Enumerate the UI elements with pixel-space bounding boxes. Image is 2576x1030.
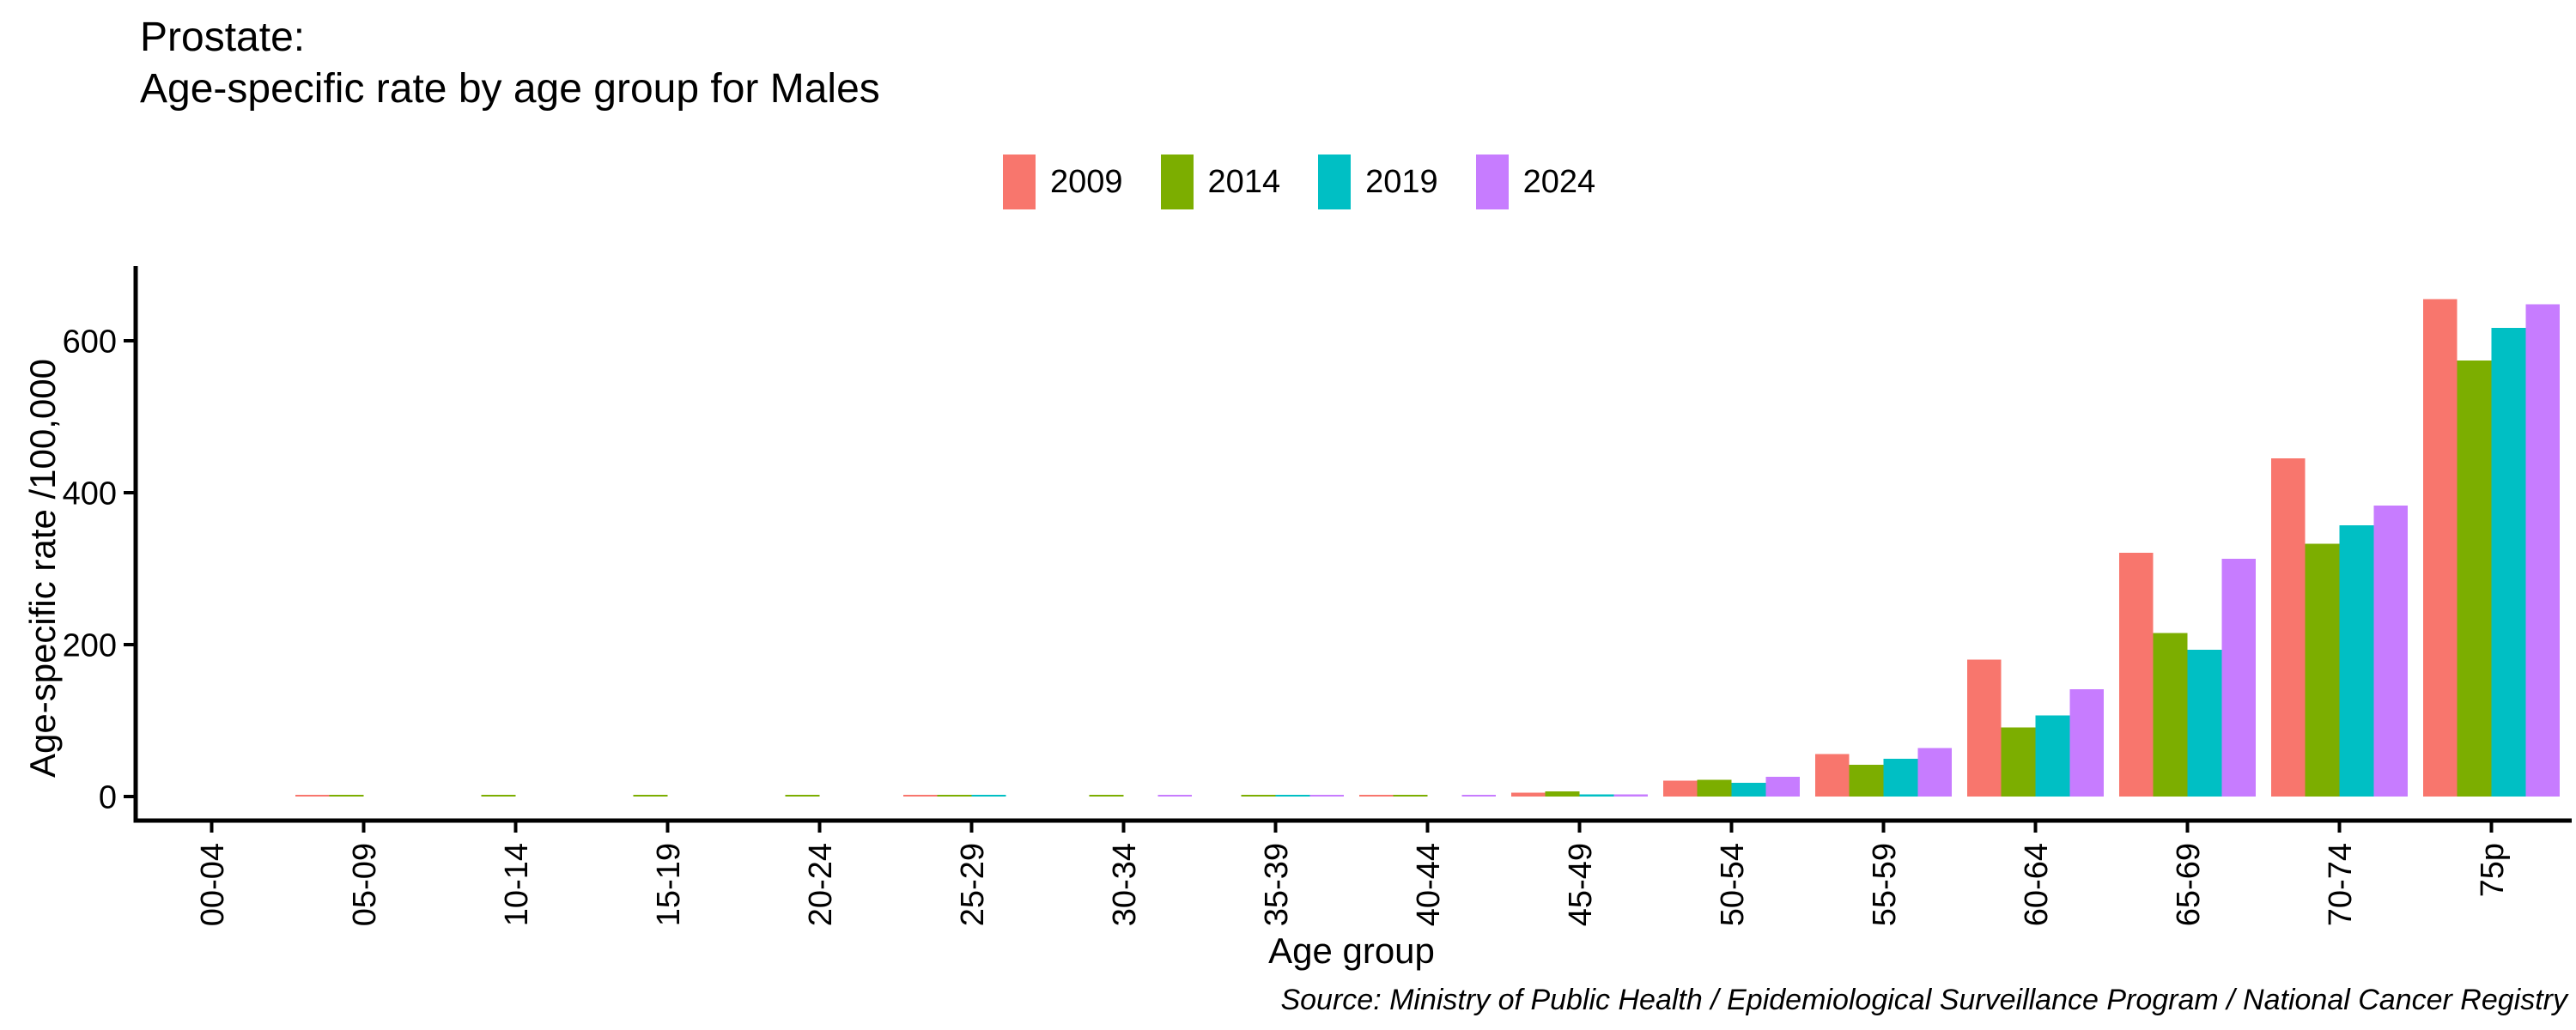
legend-item-2024: 2024	[1475, 154, 1596, 209]
chart-title-line1: Prostate:	[140, 15, 306, 60]
y-tick-label: 400	[63, 476, 117, 512]
bar-60-64-2019	[2035, 715, 2070, 797]
x-tick-label: 25-29	[955, 843, 991, 926]
x-tick-label: 45-49	[1563, 843, 1599, 926]
bar-55-59-2024	[1917, 748, 1953, 797]
bar-35-39-2019	[1275, 795, 1310, 797]
bar-25-29-2019	[971, 795, 1006, 797]
bar-20-24-2014	[785, 795, 820, 797]
bar-70-74-2019	[2339, 525, 2374, 797]
chart-title-line2: Age-specific rate by age group for Males	[140, 66, 880, 112]
x-tick-label: 00-04	[195, 843, 231, 926]
legend-item-2019: 2019	[1318, 154, 1438, 209]
bar-60-64-2014	[2001, 727, 2036, 797]
legend-label: 2024	[1522, 163, 1596, 200]
x-tick-label: 50-54	[1715, 843, 1751, 926]
bar-45-49-2009	[1510, 792, 1546, 797]
bar-25-29-2014	[937, 795, 972, 797]
x-tick-label: 35-39	[1259, 843, 1295, 926]
bar-65-69-2024	[2221, 559, 2257, 797]
bar-05-09-2009	[295, 795, 330, 797]
bar-50-54-2014	[1697, 779, 1732, 797]
x-tick-label: 05-09	[347, 843, 383, 926]
bar-30-34-2024	[1157, 795, 1193, 797]
legend-label: 2014	[1207, 163, 1281, 200]
bar-75p-2014	[2457, 360, 2492, 797]
bar-35-39-2014	[1241, 795, 1276, 797]
bar-55-59-2019	[1883, 758, 1918, 797]
x-tick-label: 70-74	[2323, 843, 2359, 926]
legend-item-2009: 2009	[1003, 154, 1123, 209]
bar-10-14-2014	[481, 795, 516, 797]
bar-45-49-2019	[1579, 794, 1614, 797]
x-tick-label: 75p	[2475, 843, 2511, 897]
legend-item-2014: 2014	[1160, 154, 1281, 209]
bar-05-09-2014	[329, 795, 364, 797]
x-axis-title: Age group	[1268, 930, 1435, 971]
bar-45-49-2024	[1613, 794, 1649, 797]
y-tick-label: 0	[99, 779, 117, 815]
bar-25-29-2009	[902, 795, 938, 797]
bar-70-74-2009	[2270, 458, 2306, 797]
y-tick-label: 600	[63, 324, 117, 360]
x-tick-label: 10-14	[499, 843, 535, 926]
x-tick-label: 60-64	[2019, 843, 2055, 926]
source-caption: Source: Ministry of Public Health / Epid…	[1280, 984, 2567, 1016]
x-tick-label: 20-24	[803, 843, 839, 926]
x-tick-label: 30-34	[1107, 843, 1143, 926]
bar-65-69-2014	[2153, 633, 2188, 797]
chart-title: Prostate: Age-specific rate by age group…	[140, 12, 880, 115]
bar-50-54-2024	[1765, 777, 1801, 797]
legend-label: 2019	[1365, 163, 1438, 200]
bar-60-64-2009	[1966, 659, 2002, 797]
bar-30-34-2014	[1089, 795, 1124, 797]
bar-40-44-2024	[1461, 795, 1497, 797]
x-tick-label: 15-19	[651, 843, 687, 926]
bar-65-69-2019	[2187, 650, 2222, 797]
bar-70-74-2024	[2373, 506, 2409, 797]
bar-75p-2009	[2422, 299, 2458, 797]
bar-50-54-2009	[1662, 780, 1698, 797]
x-tick-label: 65-69	[2171, 843, 2207, 926]
bar-75p-2019	[2491, 328, 2526, 797]
bar-45-49-2014	[1545, 791, 1580, 797]
bar-55-59-2009	[1814, 754, 1850, 797]
bar-50-54-2019	[1731, 783, 1766, 797]
bar-55-59-2014	[1849, 764, 1884, 797]
bar-70-74-2014	[2305, 543, 2340, 797]
legend-swatch-2024	[1475, 154, 1509, 209]
bar-65-69-2009	[2118, 552, 2154, 797]
legend: 2009 2014 2019 2024	[1003, 154, 1633, 209]
legend-swatch-2009	[1003, 154, 1036, 209]
legend-swatch-2019	[1318, 154, 1352, 209]
legend-label: 2009	[1050, 163, 1123, 200]
bar-75p-2024	[2525, 304, 2561, 797]
y-tick-label: 200	[63, 627, 117, 663]
bar-60-64-2024	[2069, 689, 2105, 797]
bar-15-19-2014	[633, 795, 668, 797]
x-tick-label: 40-44	[1411, 843, 1447, 926]
legend-swatch-2014	[1160, 154, 1194, 209]
bar-40-44-2009	[1358, 795, 1394, 797]
bar-40-44-2014	[1393, 795, 1428, 797]
x-tick-label: 55-59	[1867, 843, 1903, 926]
bar-35-39-2024	[1309, 795, 1345, 797]
